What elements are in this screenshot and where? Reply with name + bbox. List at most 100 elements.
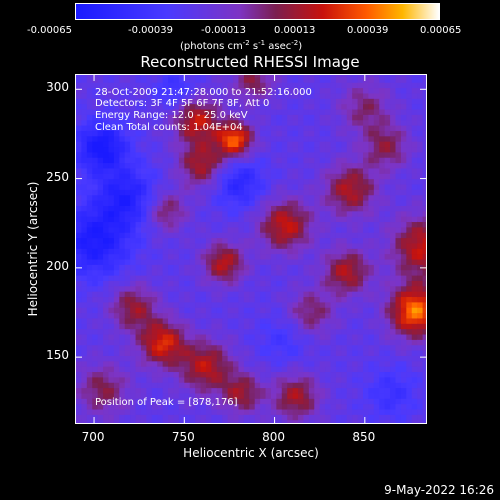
- heatmap-cell: [308, 280, 315, 287]
- heatmap-cell: [400, 333, 407, 340]
- heatmap-cell: [292, 408, 299, 415]
- heatmap-cell: [346, 317, 353, 324]
- heatmap-cell: [233, 333, 240, 340]
- heatmap-cell: [195, 398, 202, 405]
- heatmap-cell: [146, 248, 153, 255]
- heatmap-cell: [76, 355, 83, 362]
- heatmap-cell: [238, 151, 245, 158]
- heatmap-cell: [103, 291, 110, 298]
- heatmap-cell: [119, 82, 126, 89]
- heatmap-cell: [379, 414, 386, 421]
- heatmap-cell: [281, 376, 288, 383]
- heatmap-cell: [173, 275, 180, 281]
- heatmap-cell: [400, 167, 407, 174]
- heatmap-cell: [422, 269, 426, 276]
- heatmap-cell: [400, 242, 407, 249]
- heatmap-cell: [319, 371, 326, 378]
- heatmap-cell: [384, 141, 391, 148]
- heatmap-cell: [346, 376, 353, 383]
- heatmap-cell: [411, 82, 418, 89]
- heatmap-cell: [379, 333, 386, 340]
- heatmap-cell: [233, 382, 240, 389]
- heatmap-cell: [238, 317, 245, 324]
- heatmap-cell: [92, 253, 99, 260]
- heatmap-cell: [341, 167, 348, 174]
- heatmap-cell: [238, 205, 245, 212]
- heatmap-cell: [298, 312, 305, 319]
- heatmap-cell: [140, 189, 147, 196]
- heatmap-cell: [76, 419, 83, 423]
- heatmap-cell: [390, 312, 397, 319]
- heatmap-cell: [287, 392, 294, 399]
- heatmap-cell: [346, 146, 353, 153]
- heatmap-cell: [368, 408, 375, 415]
- heatmap-cell: [303, 130, 310, 137]
- heatmap-cell: [303, 275, 310, 281]
- heatmap-cell: [281, 189, 288, 196]
- heatmap-cell: [200, 264, 207, 271]
- heatmap-cell: [184, 242, 191, 249]
- heatmap-cell: [346, 301, 353, 308]
- heatmap-cell: [168, 200, 175, 206]
- heatmap-cell: [211, 408, 218, 415]
- heatmap-cell: [330, 82, 337, 89]
- heatmap-cell: [249, 125, 256, 131]
- heatmap-cell: [140, 253, 147, 260]
- heatmap-cell: [97, 119, 104, 126]
- heatmap-cell: [200, 328, 207, 335]
- heatmap-cell: [254, 317, 261, 324]
- heatmap-cell: [151, 141, 158, 148]
- heatmap-cell: [222, 264, 229, 271]
- heatmap-cell: [346, 76, 353, 83]
- heatmap-cell: [265, 92, 272, 99]
- heatmap-cell: [211, 339, 218, 346]
- heatmap-cell: [373, 135, 380, 142]
- heatmap-cell: [411, 333, 418, 340]
- heatmap-cell: [395, 269, 402, 276]
- heatmap-cell: [205, 333, 212, 340]
- heatmap-cell: [330, 248, 337, 255]
- heatmap-cell: [249, 258, 256, 265]
- heatmap-cell: [341, 119, 348, 126]
- heatmap-cell: [178, 333, 185, 340]
- heatmap-cell: [233, 328, 240, 335]
- heatmap-cell: [108, 398, 115, 405]
- heatmap-cell: [227, 323, 234, 330]
- heatmap-cell: [205, 285, 212, 292]
- heatmap-cell: [97, 242, 104, 249]
- heatmap-cell: [140, 317, 147, 324]
- heatmap-cell: [379, 210, 386, 217]
- heatmap-cell: [357, 114, 364, 121]
- heatmap-cell: [270, 392, 277, 399]
- heatmap-cell: [76, 248, 83, 255]
- heatmap-cell: [200, 242, 207, 249]
- heatmap-cell: [308, 151, 315, 158]
- heatmap-cell: [341, 291, 348, 298]
- heatmap-cell: [216, 408, 223, 415]
- heatmap-cell: [281, 98, 288, 105]
- heatmap-cell: [335, 339, 342, 346]
- heatmap-cell: [97, 210, 104, 217]
- heatmap-cell: [352, 232, 359, 239]
- heatmap-cell: [173, 183, 180, 190]
- heatmap-cell: [233, 125, 240, 131]
- heatmap-cell: [335, 130, 342, 137]
- heatmap-cell: [135, 98, 142, 105]
- heatmap-cell: [151, 280, 158, 287]
- heatmap-cell: [184, 280, 191, 287]
- heatmap-cell: [205, 98, 212, 105]
- heatmap-cell: [108, 82, 115, 89]
- heatmap-cell: [227, 333, 234, 340]
- heatmap-cell: [113, 339, 120, 346]
- heatmap-cell: [357, 232, 364, 239]
- heatmap-cell: [400, 173, 407, 180]
- heatmap-cell: [395, 312, 402, 319]
- heatmap-cell: [384, 92, 391, 99]
- heatmap-cell: [238, 92, 245, 99]
- heatmap-cell: [205, 366, 212, 373]
- heatmap-cell: [373, 242, 380, 249]
- heatmap-cell: [238, 258, 245, 265]
- heatmap-cell: [303, 178, 310, 185]
- heatmap-cell: [422, 151, 426, 158]
- heatmap-cell: [341, 146, 348, 153]
